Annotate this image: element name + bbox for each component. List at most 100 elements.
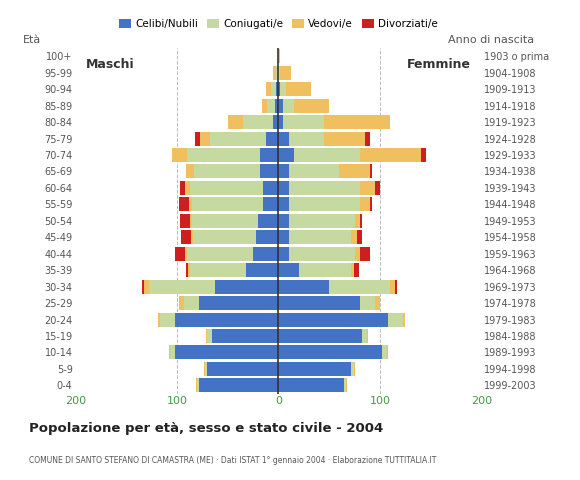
Bar xyxy=(288,197,360,211)
Bar xyxy=(278,214,288,228)
Bar xyxy=(263,197,278,211)
Bar xyxy=(243,115,273,129)
Bar xyxy=(278,197,288,211)
Text: Popolazione per età, sesso e stato civile - 2004: Popolazione per età, sesso e stato civil… xyxy=(29,422,383,435)
Bar xyxy=(293,98,329,113)
Bar xyxy=(204,362,205,376)
Bar xyxy=(360,247,370,261)
Bar xyxy=(354,247,360,261)
Bar xyxy=(144,280,150,294)
Bar xyxy=(258,214,278,228)
Bar xyxy=(246,263,278,277)
Bar xyxy=(278,230,288,244)
Bar xyxy=(271,82,276,96)
Bar xyxy=(278,66,280,80)
Bar xyxy=(351,362,353,376)
Bar xyxy=(370,197,372,211)
Bar xyxy=(370,165,372,179)
Bar xyxy=(420,148,426,162)
Bar xyxy=(388,312,403,326)
Bar xyxy=(172,148,187,162)
Bar xyxy=(175,346,278,360)
Bar xyxy=(158,312,160,326)
Bar xyxy=(190,181,263,195)
Bar xyxy=(375,181,380,195)
Bar xyxy=(195,132,200,145)
Bar xyxy=(194,165,260,179)
Bar xyxy=(260,148,278,162)
Bar xyxy=(278,98,284,113)
Bar xyxy=(170,346,175,360)
Bar xyxy=(267,98,275,113)
Text: Maschi: Maschi xyxy=(85,58,134,71)
Bar xyxy=(278,329,362,343)
Bar xyxy=(276,82,278,96)
Bar xyxy=(360,148,420,162)
Bar xyxy=(193,230,256,244)
Bar xyxy=(207,329,212,343)
Bar xyxy=(206,329,207,343)
Bar xyxy=(285,82,311,96)
Bar xyxy=(212,329,278,343)
Bar xyxy=(375,296,380,310)
Bar xyxy=(256,230,278,244)
Bar xyxy=(142,280,144,294)
Bar xyxy=(175,312,278,326)
Bar xyxy=(351,263,353,277)
Bar xyxy=(362,329,367,343)
Bar xyxy=(266,132,278,145)
Bar xyxy=(324,115,390,129)
Bar xyxy=(284,98,293,113)
Bar xyxy=(199,378,278,392)
Bar xyxy=(353,362,354,376)
Bar xyxy=(284,115,324,129)
Bar xyxy=(288,165,339,179)
Bar xyxy=(299,263,351,277)
Bar xyxy=(184,296,199,310)
Bar xyxy=(360,181,375,195)
Bar xyxy=(354,214,360,228)
Bar xyxy=(266,82,271,96)
Bar xyxy=(395,280,397,294)
Bar xyxy=(403,312,405,326)
Bar xyxy=(160,312,175,326)
Text: Età: Età xyxy=(23,35,41,45)
Bar xyxy=(278,132,288,145)
Bar xyxy=(179,197,189,211)
Text: COMUNE DI SANTO STEFANO DI CAMASTRA (ME) · Dati ISTAT 1° gennaio 2004 · Elaboraz: COMUNE DI SANTO STEFANO DI CAMASTRA (ME)… xyxy=(29,456,436,465)
Bar xyxy=(197,378,199,392)
Bar xyxy=(276,98,278,113)
Bar xyxy=(278,296,360,310)
Bar xyxy=(262,98,267,113)
Bar xyxy=(387,346,388,360)
Bar xyxy=(169,346,170,360)
Bar xyxy=(293,148,360,162)
Bar xyxy=(324,132,365,145)
Bar xyxy=(288,247,354,261)
Bar xyxy=(180,181,185,195)
Bar xyxy=(190,263,246,277)
Bar xyxy=(189,197,192,211)
Bar xyxy=(288,214,354,228)
Bar xyxy=(278,263,299,277)
Bar xyxy=(273,66,276,80)
Bar xyxy=(278,247,288,261)
Bar xyxy=(365,132,369,145)
Bar xyxy=(278,280,329,294)
Bar xyxy=(205,362,207,376)
Bar xyxy=(357,230,362,244)
Bar xyxy=(196,378,197,392)
Legend: Celibi/Nubili, Coniugati/e, Vedovi/e, Divorziati/e: Celibi/Nubili, Coniugati/e, Vedovi/e, Di… xyxy=(115,15,442,34)
Bar xyxy=(280,66,291,80)
Bar xyxy=(180,214,190,228)
Bar xyxy=(150,280,215,294)
Bar xyxy=(346,378,347,392)
Bar xyxy=(288,132,324,145)
Bar xyxy=(215,280,278,294)
Bar xyxy=(185,247,187,261)
Bar xyxy=(353,263,358,277)
Bar xyxy=(288,230,351,244)
Bar xyxy=(260,165,278,179)
Bar xyxy=(186,165,194,179)
Bar xyxy=(175,247,185,261)
